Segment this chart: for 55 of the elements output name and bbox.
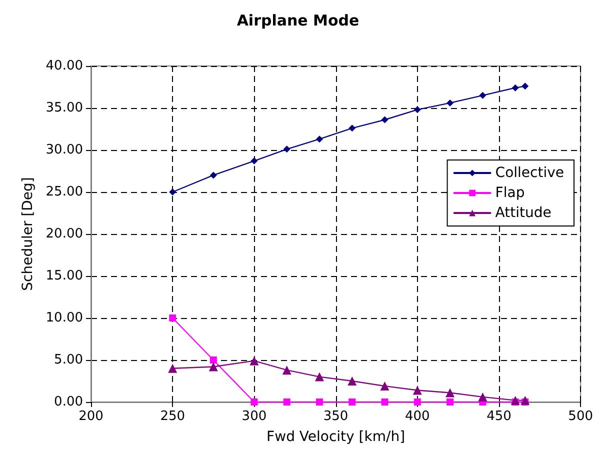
- x-tick-label: 200: [78, 409, 104, 424]
- point: [381, 398, 388, 406]
- y-tick-label: 5.00: [54, 352, 83, 368]
- y-tick-label: 40.00: [46, 58, 83, 74]
- point: [446, 99, 454, 106]
- point: [210, 172, 217, 179]
- y-tick-label: 20.00: [46, 226, 83, 242]
- point: [316, 398, 323, 406]
- point: [381, 116, 388, 124]
- point: [250, 398, 258, 406]
- point: [283, 146, 290, 153]
- point: [414, 106, 421, 114]
- point: [250, 157, 258, 164]
- x-tick-label: 300: [242, 409, 267, 424]
- chart-title: Airplane Mode: [236, 12, 360, 30]
- legend-label: Collective: [495, 165, 564, 181]
- point: [446, 398, 454, 406]
- legend-label: Attitude: [495, 205, 552, 221]
- point: [479, 92, 486, 99]
- point: [348, 398, 356, 406]
- point: [478, 392, 488, 402]
- point: [210, 356, 217, 364]
- point: [250, 356, 259, 366]
- x-tick-label: 500: [568, 409, 594, 424]
- point: [446, 388, 455, 398]
- point: [414, 398, 421, 406]
- point: [314, 372, 324, 382]
- point: [283, 398, 290, 406]
- point: [316, 136, 323, 143]
- point: [169, 188, 176, 196]
- point: [522, 82, 529, 90]
- y-tick-label: 30.00: [46, 142, 83, 158]
- point: [512, 84, 519, 92]
- x-tick-label: 250: [160, 409, 186, 424]
- point: [168, 364, 178, 373]
- x-tick-label: 350: [323, 409, 348, 424]
- x-tick-label: 450: [486, 409, 512, 424]
- point: [348, 124, 356, 132]
- legend-label: Flap: [495, 185, 525, 201]
- point: [169, 314, 176, 322]
- point: [208, 362, 218, 372]
- point: [380, 382, 390, 391]
- x-tick-label: 400: [404, 409, 430, 424]
- y-tick-label: 25.00: [46, 184, 83, 200]
- point: [348, 376, 357, 386]
- y-tick-label: 10.00: [46, 310, 83, 326]
- point: [412, 386, 422, 395]
- point: [520, 396, 530, 405]
- y-axis-title: Scheduler [Deg]: [20, 177, 36, 291]
- x-axis-title: Fwd Velocity [km/h]: [266, 429, 406, 445]
- y-tick-label: 15.00: [46, 268, 83, 284]
- y-tick-label: 35.00: [46, 100, 83, 116]
- point: [510, 396, 520, 405]
- y-tick-label: 0.00: [54, 394, 83, 410]
- point: [282, 366, 292, 375]
